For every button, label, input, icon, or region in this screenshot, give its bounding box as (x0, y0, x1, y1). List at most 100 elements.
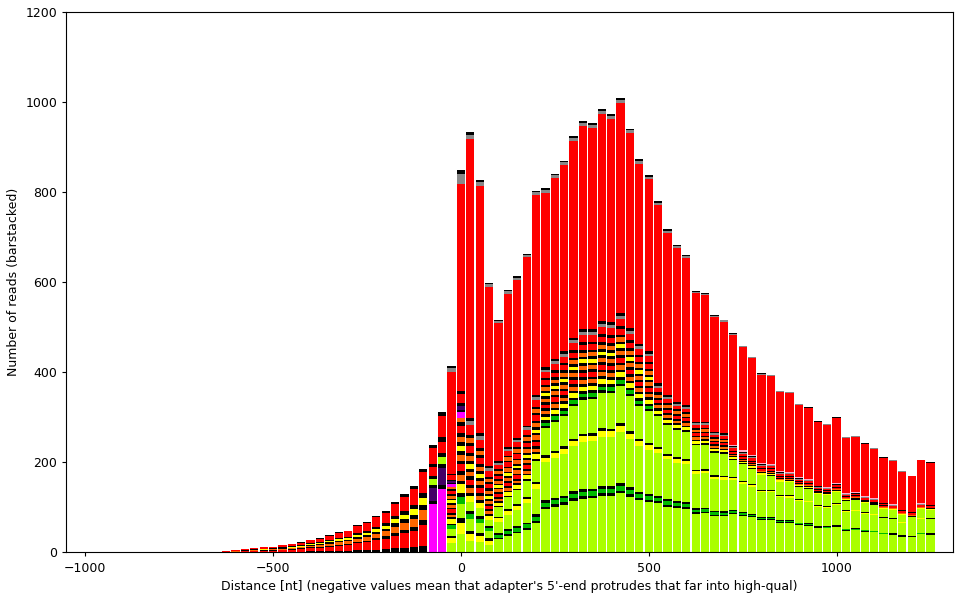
Bar (560, 454, 568, 496)
Bar (757, 492, 765, 517)
Bar (372, 516, 380, 517)
Bar (710, 317, 719, 431)
Bar (710, 448, 719, 449)
Bar (607, 328, 615, 335)
Bar (325, 542, 333, 544)
Bar (598, 379, 606, 384)
Bar (720, 480, 728, 511)
Bar (569, 136, 578, 137)
Bar (616, 319, 625, 326)
Bar (447, 500, 456, 503)
Bar (541, 370, 549, 373)
Bar (541, 397, 549, 399)
Bar (569, 499, 578, 501)
Bar (513, 458, 521, 460)
Bar (467, 488, 474, 493)
Bar (560, 408, 568, 410)
Bar (842, 511, 851, 512)
Bar (569, 373, 578, 377)
Bar (541, 411, 549, 414)
Bar (363, 537, 372, 541)
Bar (475, 488, 484, 493)
Bar (644, 176, 653, 179)
Bar (907, 513, 916, 514)
Bar (457, 410, 465, 412)
Bar (607, 346, 615, 350)
Bar (513, 438, 521, 440)
Bar (522, 479, 531, 481)
Bar (804, 408, 812, 409)
Bar (551, 383, 559, 386)
Bar (532, 523, 540, 553)
Bar (720, 439, 728, 440)
Bar (757, 374, 765, 375)
Bar (485, 488, 493, 491)
Bar (691, 445, 700, 470)
Bar (673, 421, 681, 423)
Bar (776, 520, 784, 521)
Bar (579, 332, 588, 335)
Bar (701, 445, 709, 469)
Bar (644, 409, 653, 411)
Bar (513, 481, 521, 484)
Bar (917, 506, 925, 507)
Bar (569, 137, 578, 140)
Bar (504, 292, 512, 293)
Bar (785, 520, 794, 521)
Bar (636, 368, 643, 370)
Bar (626, 361, 635, 363)
Bar (588, 359, 596, 363)
Bar (420, 493, 427, 498)
Bar (560, 161, 568, 163)
Bar (654, 498, 662, 501)
Bar (691, 443, 700, 445)
Bar (467, 438, 474, 443)
Bar (494, 497, 503, 499)
Bar (353, 525, 362, 526)
Bar (842, 512, 851, 529)
Bar (588, 363, 596, 365)
Bar (879, 534, 888, 553)
Bar (636, 404, 643, 406)
Bar (860, 514, 869, 530)
Bar (541, 193, 549, 367)
Bar (832, 418, 841, 483)
Bar (607, 373, 615, 377)
Bar (532, 195, 540, 395)
Bar (231, 550, 240, 551)
Bar (457, 518, 465, 523)
Bar (522, 473, 531, 475)
Bar (738, 484, 747, 512)
Bar (710, 451, 719, 452)
Bar (804, 481, 812, 483)
Bar (447, 487, 456, 489)
Bar (428, 479, 437, 485)
Bar (785, 474, 794, 476)
Bar (410, 518, 418, 527)
Bar (504, 461, 512, 463)
Bar (494, 485, 503, 488)
Bar (335, 533, 343, 538)
Bar (598, 342, 606, 345)
Bar (457, 523, 465, 534)
Bar (720, 447, 728, 449)
Bar (616, 358, 625, 362)
Bar (616, 329, 625, 335)
Bar (683, 405, 690, 407)
Bar (569, 367, 578, 370)
Bar (832, 525, 841, 526)
Bar (467, 541, 474, 553)
Bar (428, 488, 437, 501)
Bar (485, 538, 493, 541)
Bar (588, 128, 596, 329)
Bar (259, 547, 268, 549)
Bar (626, 348, 635, 350)
Bar (626, 357, 635, 361)
Bar (636, 401, 643, 404)
Bar (467, 443, 474, 446)
Bar (907, 517, 916, 524)
Bar (598, 373, 606, 376)
Bar (730, 460, 737, 477)
Bar (447, 536, 456, 538)
Bar (400, 494, 409, 497)
